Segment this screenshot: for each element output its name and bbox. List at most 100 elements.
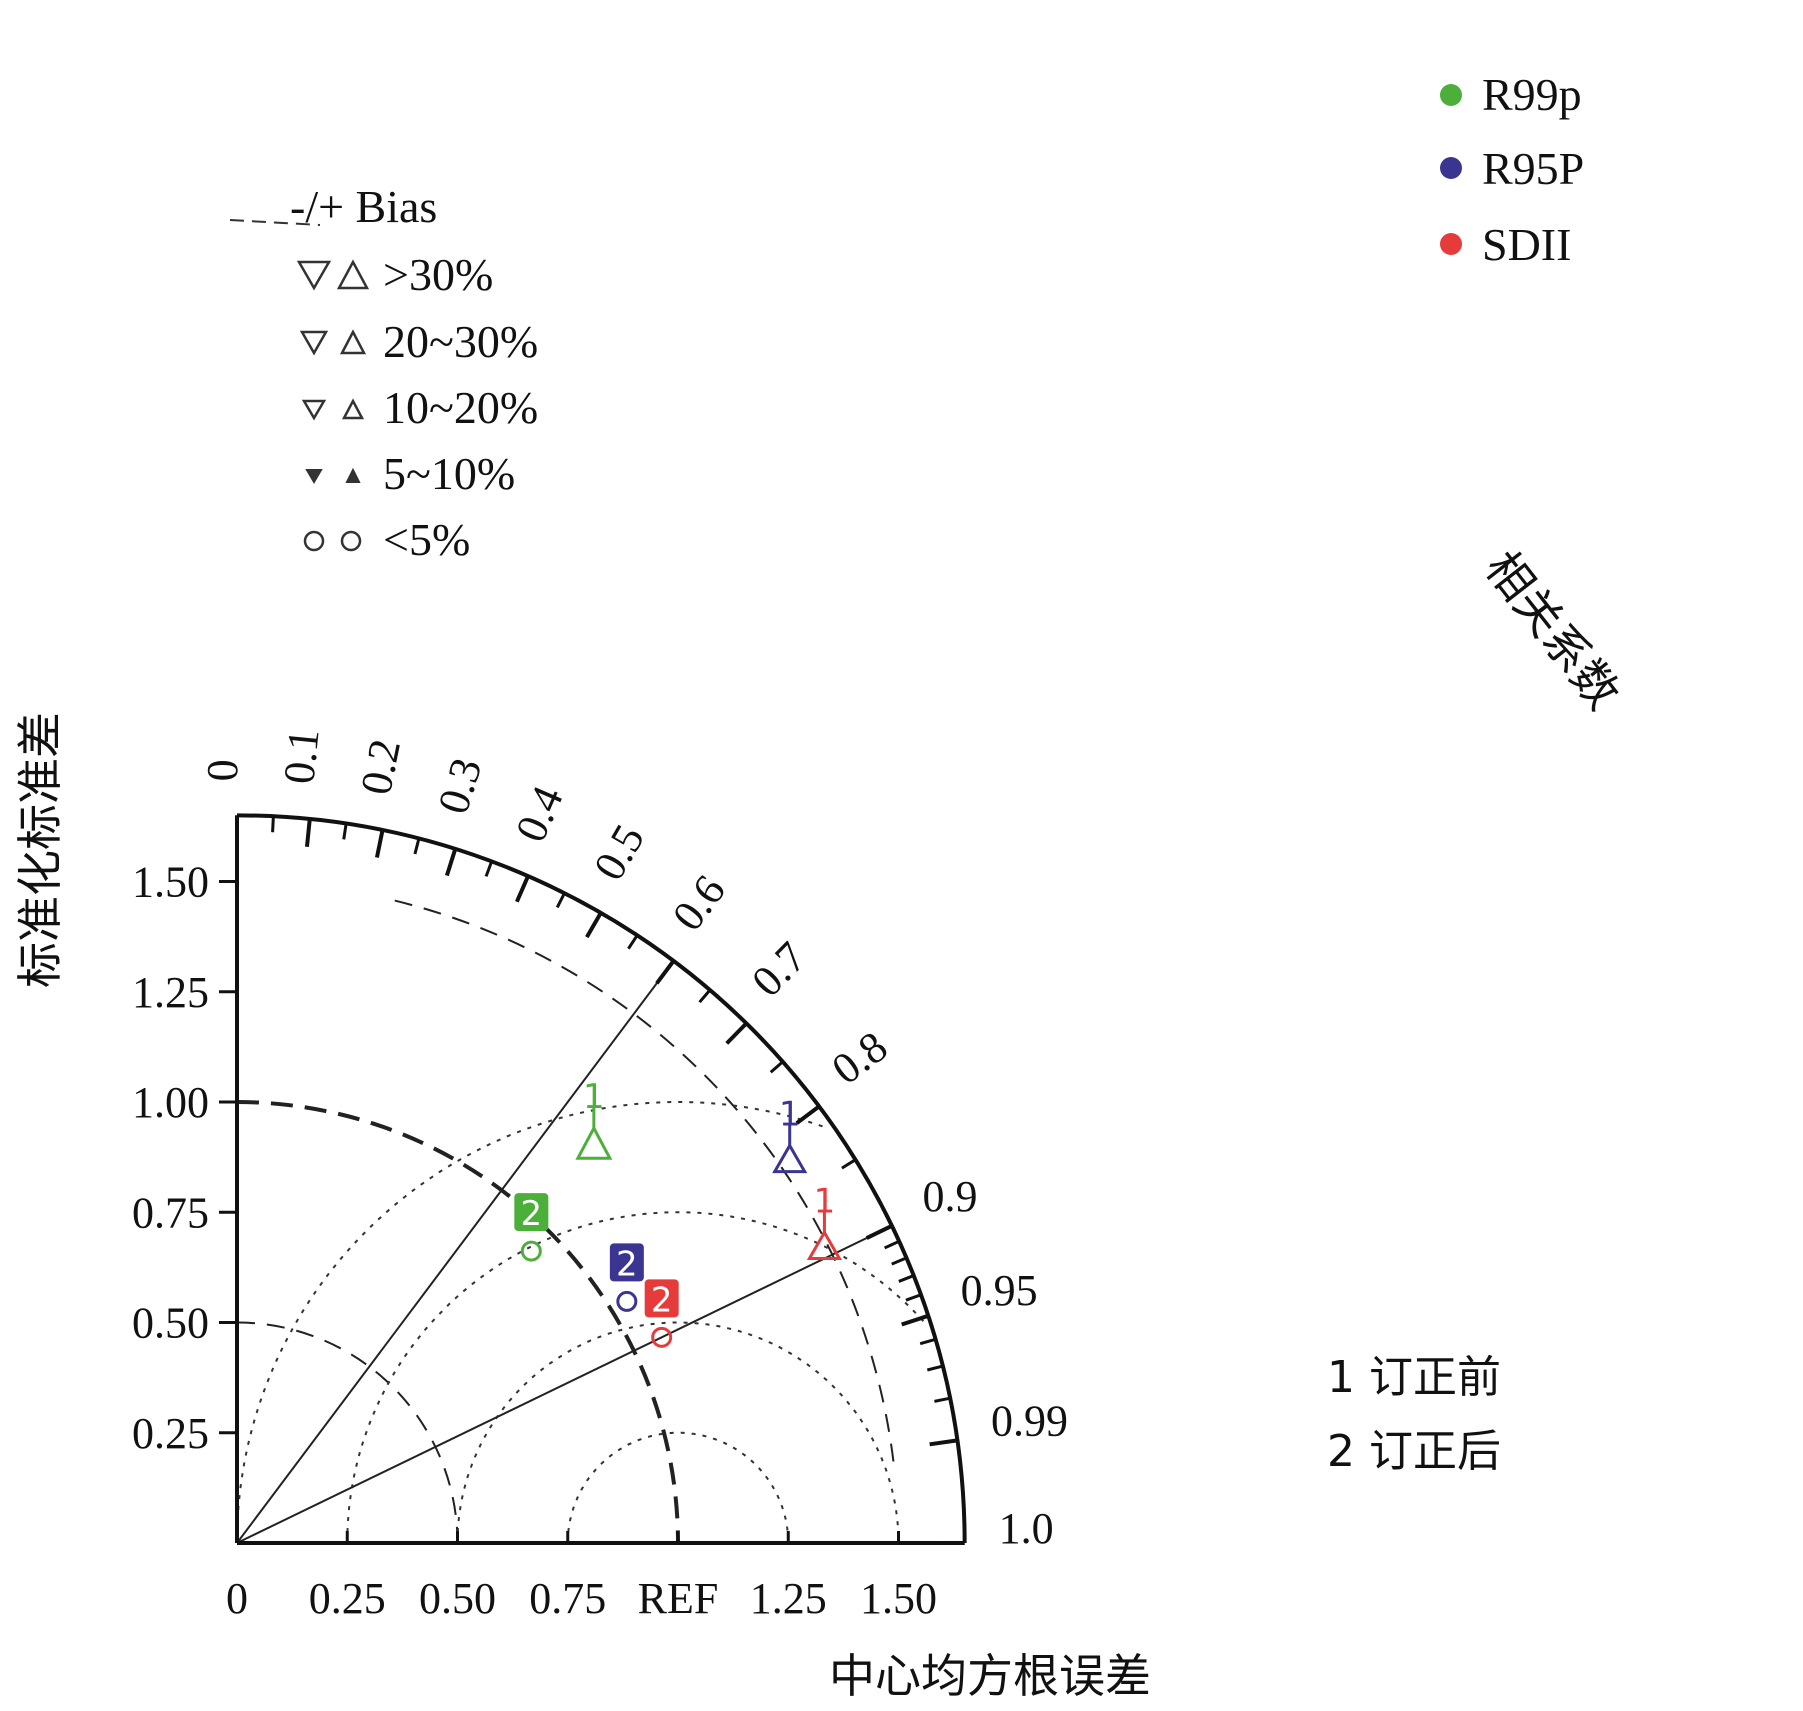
corr-minor-tick-4 [555, 892, 566, 909]
corr-tick-9 [865, 1224, 893, 1240]
r99p-point-2-label: 2 [521, 1194, 543, 1234]
y-tick-label-5: 1.50 [132, 858, 209, 907]
corr-minor-tick-3 [484, 860, 494, 877]
sdii-point-2-badge [644, 1279, 679, 1318]
bias-legend-dash [229, 219, 321, 226]
x-tick-label-3: 0.75 [529, 1574, 606, 1623]
corr-minor-tick-12 [905, 1293, 922, 1302]
legend-sdii-label: SDII [1482, 219, 1571, 270]
bias-down-triangle-5-10 [305, 469, 323, 484]
bias-legend: -/+ Bias >30% 20~30% 10~20% 5~10% <5% [229, 181, 538, 565]
corr-tick-4 [515, 875, 530, 903]
r95p-point-2-marker [616, 1290, 638, 1312]
corr-tick-8 [795, 1104, 821, 1125]
correlation-axis-title: 相关系数 [1475, 541, 1631, 719]
legend-r95p-label: R95P [1482, 143, 1584, 194]
crmse-circle-0.25 [566, 1431, 790, 1543]
corr-minor-tick-14 [926, 1364, 944, 1372]
corr-label-9: 0.9 [922, 1172, 977, 1221]
corr-tick-5 [585, 911, 603, 939]
y-tick-label-0: 0.25 [132, 1409, 209, 1458]
corr-minor-tick-2 [413, 838, 421, 855]
std-arc-0.5 [236, 1321, 459, 1544]
x-tick-label-1: 0.25 [309, 1574, 386, 1623]
corr-label-5: 0.5 [584, 816, 654, 888]
corr-label-0: 0 [198, 759, 247, 781]
corr-label-8: 0.8 [823, 1022, 896, 1094]
corr-minor-tick-9 [883, 1239, 900, 1250]
crmse-circle-1 [236, 1101, 830, 1543]
corr-minor-tick-5 [627, 934, 639, 950]
note-before-correction: 1 订正前 [1327, 1352, 1501, 1403]
y-axis-title: 标准化标准差 [13, 712, 67, 988]
bias-down-triangle-20-30 [299, 330, 329, 356]
std-arc-1.5 [394, 899, 895, 1464]
y-tick-label-1: 0.50 [132, 1299, 209, 1348]
corr-tick-2 [374, 829, 385, 858]
labels-layer: 0 0.25 0.50 0.75 REF 1.25 1.500.250.500.751.00… [132, 727, 1068, 1623]
crmse-circle-0.75 [346, 1211, 928, 1543]
corr-tick-7 [725, 1021, 748, 1045]
corr-minor-tick-11 [898, 1274, 915, 1283]
y-tick-label-3: 1.00 [132, 1078, 209, 1127]
bias-down-triangle-10-20 [301, 399, 327, 421]
bias-up-triangle-10-20 [341, 398, 365, 420]
legend-r95p-dot [1440, 157, 1462, 179]
r99p-point-1-marker [575, 1125, 613, 1160]
bias-legend-entry-lt5: <5% [383, 514, 470, 565]
corr-tick-11 [929, 1438, 958, 1447]
corr-label-10: 0.95 [961, 1266, 1038, 1315]
x-tick-label-2: 0.50 [419, 1574, 496, 1623]
std-arc-1 [236, 1100, 680, 1544]
corr-line-0.6 [236, 960, 675, 1544]
corr-tick-3 [444, 848, 458, 877]
axes-layer [219, 813, 967, 1545]
corr-tick-10 [901, 1313, 929, 1327]
sdii-point-1-marker [806, 1229, 843, 1260]
bias-circle-b [340, 530, 362, 552]
y-tick-label-4: 1.25 [132, 968, 209, 1017]
sdii-point-1-label: 1 [814, 1182, 836, 1222]
r99p-point-2-badge [514, 1193, 549, 1232]
corr-tick-6 [655, 959, 676, 985]
y-tick-label-2: 0.75 [132, 1188, 209, 1237]
bias-up-triangle-20-30 [339, 329, 367, 355]
corr-label-3: 0.3 [428, 752, 491, 819]
legend-r99p-label: R99p [1482, 69, 1582, 120]
r95p-point-2-badge [609, 1243, 644, 1282]
corr-minor-tick-6 [698, 989, 712, 1004]
legend-sdii-dot [1440, 233, 1462, 255]
correlation-arc [236, 813, 967, 1544]
bias-legend-title: -/+ Bias [290, 181, 437, 232]
bias-up-triangle-5-10 [345, 467, 361, 483]
note-after-correction: 2 订正后 [1327, 1426, 1501, 1477]
bias-legend-entry-20-30: 20~30% [383, 316, 538, 367]
x-tick-label-5: 1.25 [750, 1574, 827, 1623]
corr-label-11: 0.99 [991, 1397, 1068, 1446]
x-tick-label-6: 1.50 [860, 1574, 937, 1623]
legend-r99p-dot [1440, 84, 1462, 106]
r95p-point-1-label: 1 [779, 1095, 801, 1135]
corr-label-4: 0.4 [506, 779, 573, 849]
corr-minor-tick-0 [271, 816, 275, 833]
corr-minor-tick-13 [919, 1337, 936, 1346]
sdii-point-2-marker [651, 1326, 673, 1348]
r95p-point-2-label: 2 [616, 1244, 638, 1284]
x-tick-label-4: REF [638, 1574, 719, 1623]
corr-label-6: 0.6 [663, 866, 735, 939]
corr-minor-tick-10 [891, 1256, 908, 1266]
x-axis-title: 中心均方根误差 [829, 1649, 1151, 1703]
x-tick-label-0: 0 [226, 1574, 248, 1623]
corr-minor-tick-8 [841, 1158, 857, 1170]
bias-circle-a [303, 530, 325, 552]
points-layer: 1 2 1 2 1 2 [514, 1077, 843, 1348]
corr-label-7: 0.7 [742, 932, 815, 1006]
corr-minor-tick-1 [342, 823, 348, 840]
corr-label-1: 0.1 [274, 727, 328, 787]
r95p-point-1-marker [772, 1142, 808, 1174]
grid-layer [236, 899, 928, 1544]
corr-minor-tick-7 [769, 1060, 784, 1074]
bias-legend-entry-5-10: 5~10% [383, 448, 515, 499]
corr-line-0.9 [236, 1224, 893, 1544]
